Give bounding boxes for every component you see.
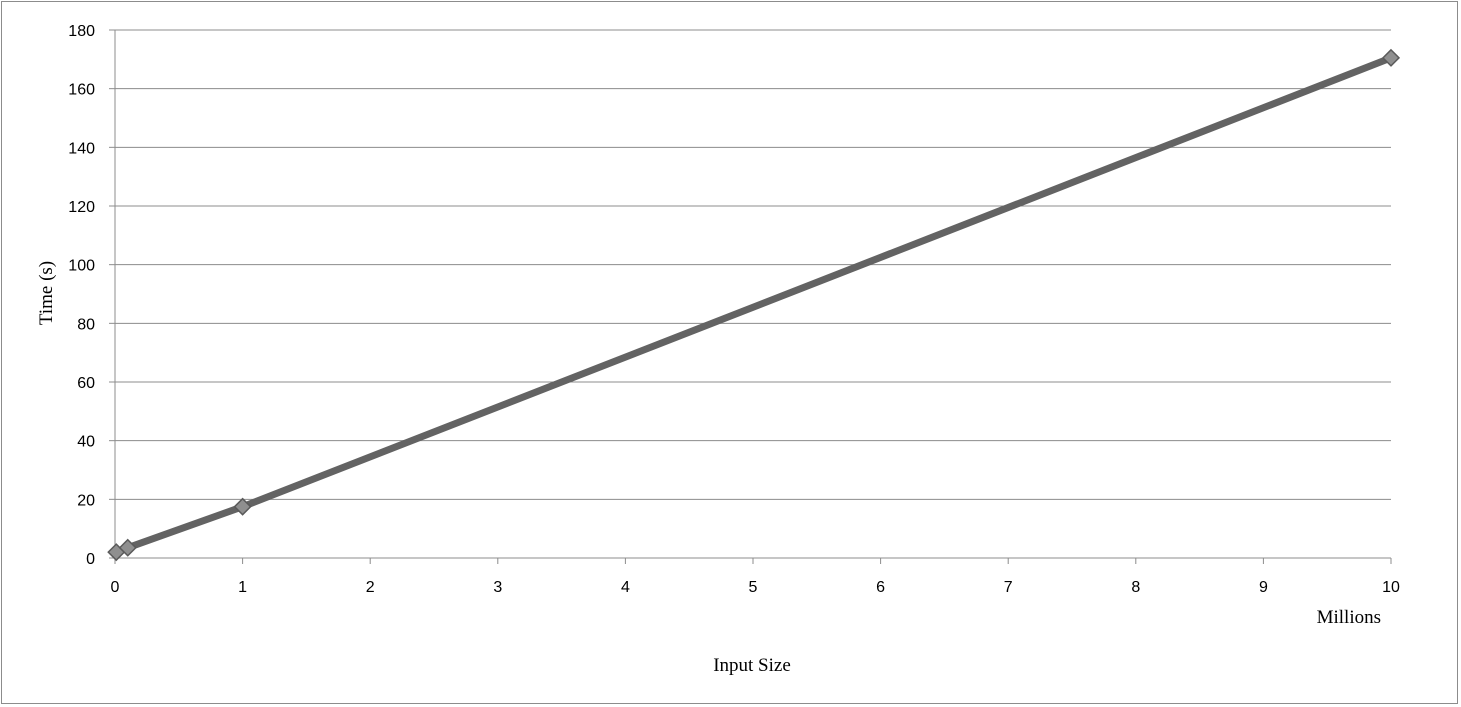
y-tick-label-160: 160 [68,82,95,99]
x-tick-label-2: 2 [366,579,375,596]
y-tick-label-40: 40 [77,434,95,451]
data-point-marker [1381,48,1401,67]
y-tick-label-60: 60 [77,375,95,392]
y-tick-label-20: 20 [77,492,95,509]
axes [109,29,1392,564]
x-tick-label-6: 6 [876,579,885,596]
data-series [112,54,1395,556]
series-line-0 [112,54,1395,556]
x-tick-label-7: 7 [1004,579,1013,596]
x-tick-label-4: 4 [621,579,630,596]
x-tick-label-3: 3 [493,579,502,596]
x-tick-label-8: 8 [1131,579,1140,596]
data-markers [107,48,1401,562]
x-tick-label-5: 5 [749,579,758,596]
x-tick-label-10: 10 [1382,579,1400,596]
y-tick-label-80: 80 [77,316,95,333]
x-tick-label-0: 0 [111,579,120,596]
y-tick-label-120: 120 [68,199,95,216]
y-tick-label-140: 140 [68,140,95,157]
y-tick-label-180: 180 [68,23,95,40]
x-tick-label-1: 1 [238,579,247,596]
x-tick-labels: 0 1 2 3 4 5 6 7 8 9 10 [111,579,1400,596]
x-axis-title: Input Size [713,655,791,676]
y-tick-label-0: 0 [86,551,95,568]
x-tick-label-9: 9 [1259,579,1268,596]
y-tick-label-100: 100 [68,258,95,275]
y-axis-title: Time (s) [36,261,57,325]
data-point-marker [118,538,137,557]
y-tick-labels: 0 20 40 60 80 100 120 140 160 180 [68,23,95,568]
x-axis-unit-label: Millions [1317,607,1381,628]
data-point-marker [233,497,252,516]
